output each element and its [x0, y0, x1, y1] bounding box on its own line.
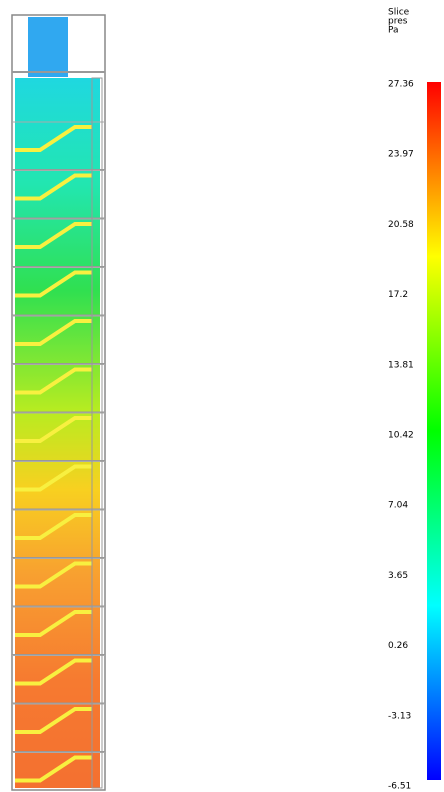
tick-label: -6.51: [388, 782, 411, 792]
screen: Slice pres Pa 27.3623.9720.5817.213.8110…: [0, 0, 444, 792]
tick-label: 23.97: [388, 150, 414, 160]
tick-label: 7.04: [388, 501, 408, 511]
tick-label: 10.42: [388, 431, 414, 441]
colorbar-ticks: 27.36 23.97 20.58 17.2 13.81 10.42 7.04 3.65 0.2…: [388, 80, 414, 792]
building: [12, 15, 105, 792]
tick-label: -3.13: [388, 711, 411, 721]
tick-label: 13.81: [388, 360, 414, 370]
tick-label: 3.65: [388, 571, 408, 581]
tick-label: 17.2: [388, 290, 408, 300]
top-shaft: [28, 17, 68, 77]
legend-title: Pa: [388, 26, 399, 36]
tick-label: 27.36: [388, 80, 414, 90]
colorbar: [427, 82, 441, 780]
tick-label: 20.58: [388, 220, 414, 230]
tick-label: 0.26: [388, 641, 408, 651]
